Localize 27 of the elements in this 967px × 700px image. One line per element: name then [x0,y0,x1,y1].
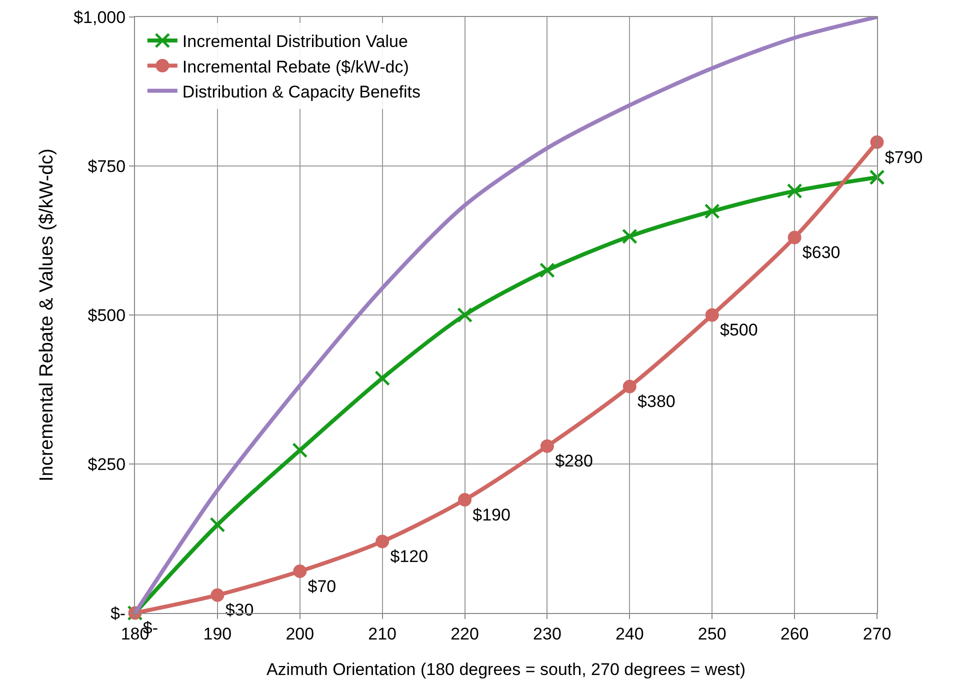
y-axis-title: Incremental Rebate & Values ($/kW-dc) [36,148,58,482]
data-label: $500 [720,320,758,340]
x-tick-label: 250 [698,624,726,644]
x-tick-label: 200 [286,624,314,644]
data-label: $280 [555,452,593,471]
y-tick-label: $750 [88,156,126,176]
y-tick-label: $500 [88,306,126,325]
x-tick-label: 190 [203,624,232,644]
x-tick-label: 260 [780,624,809,644]
x-tick-label: 270 [862,624,892,644]
data-label: $190 [472,505,510,524]
data-label: $70 [308,576,336,596]
x-axis-title: Azimuth Orientation (180 degrees = south, 270 degrees = west) [266,660,746,679]
data-label: $380 [638,392,676,412]
y-tick-label: $1,000 [74,8,126,27]
data-label: $630 [802,243,840,262]
x-tick-label: 240 [615,624,644,644]
data-label: $790 [884,148,923,167]
legend-label: Incremental Distribution Value [182,32,408,52]
x-tick-label: 230 [533,624,562,644]
y-tick-label: $250 [88,454,126,474]
x-tick-label: 220 [450,624,479,644]
legend-label: Distribution & Capacity Benefits [182,82,421,102]
x-tick-label: 210 [368,624,397,644]
y-tick-label: $- [110,604,126,623]
legend-label: Incremental Rebate ($/kW-dc) [182,57,409,76]
data-label: $120 [390,547,428,566]
